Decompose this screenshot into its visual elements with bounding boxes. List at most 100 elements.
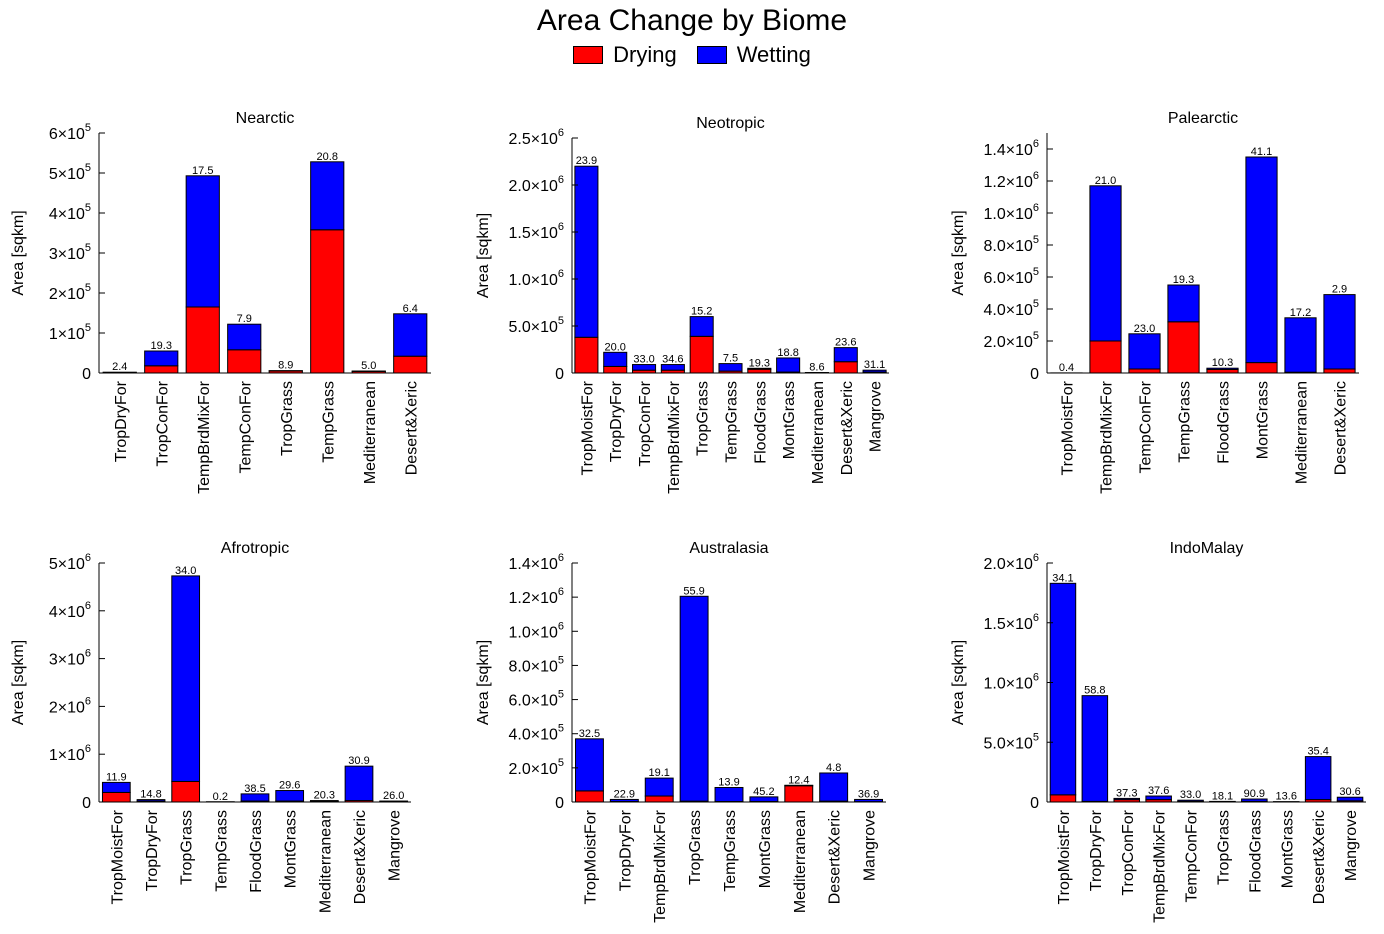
legend-item-drying: Drying xyxy=(573,42,677,68)
bar-value-label: 34.6 xyxy=(662,354,683,366)
x-tick-label: TropDryFor xyxy=(608,380,625,462)
legend-label-wetting: Wetting xyxy=(736,42,811,67)
bar-wetting xyxy=(1323,294,1356,370)
panel-palearctic: Palearctic 0.4 TropMoistFor 21.0 TempBrdMixF… xyxy=(950,110,1359,494)
y-tick-label: 0 xyxy=(82,366,91,383)
bar-drying xyxy=(310,229,345,374)
bar-value-label: 17.5 xyxy=(192,165,213,177)
bar-value-label: 55.9 xyxy=(683,585,704,597)
bar-value-label: 22.9 xyxy=(614,788,635,800)
bar-wetting xyxy=(1245,156,1278,364)
bar-value-label: 26.0 xyxy=(383,790,404,802)
bar-wetting xyxy=(136,799,166,802)
x-tick-label: Desert&Xeric xyxy=(403,381,420,475)
x-tick-label: Desert&Xeric xyxy=(827,810,844,904)
bar-value-label: 33.0 xyxy=(1180,789,1201,801)
bar-drying xyxy=(101,791,131,803)
x-tick-label: MontGrass xyxy=(757,810,774,888)
panel-title: Neotropic xyxy=(696,115,764,132)
bar-drying xyxy=(171,780,201,803)
bar-value-label: 19.1 xyxy=(649,767,670,779)
y-tick-label: 3×105 xyxy=(49,242,91,263)
y-tick-label: 2×105 xyxy=(49,282,91,303)
x-tick-label: Desert&Xeric xyxy=(839,381,856,475)
x-tick-label: TropConFor xyxy=(637,380,654,466)
bar-value-label: 5.0 xyxy=(361,360,376,372)
bar-wetting xyxy=(833,347,858,363)
bar-wetting xyxy=(718,363,743,372)
bar-value-label: 0.4 xyxy=(1059,362,1074,374)
x-tick-label: TropDryFor xyxy=(617,809,634,891)
x-tick-label: TropMoistFor xyxy=(1056,809,1073,904)
bar-value-label: 15.2 xyxy=(691,306,712,318)
bar-wetting xyxy=(1145,795,1172,801)
x-tick-label: Mangrove xyxy=(862,810,879,881)
y-tick-label: 0 xyxy=(1030,795,1039,812)
x-tick-label: Desert&Xeric xyxy=(352,810,369,904)
bar-value-label: 19.3 xyxy=(1173,274,1194,286)
bar-drying xyxy=(227,349,262,374)
bar-value-label: 34.0 xyxy=(175,565,196,577)
bar-wetting xyxy=(1167,284,1200,323)
x-tick-label: TempConFor xyxy=(237,380,254,473)
bar-value-label: 7.9 xyxy=(237,313,252,325)
bar-wetting xyxy=(747,367,772,370)
bar-value-label: 23.6 xyxy=(835,337,856,349)
bar-wetting xyxy=(574,738,604,792)
x-tick-label: TempGrass xyxy=(213,810,230,892)
bar-wetting xyxy=(749,796,779,802)
x-tick-label: TropMoistFor xyxy=(109,809,126,904)
bar-value-label: 23.9 xyxy=(576,155,597,167)
x-tick-label: Mediterranean xyxy=(1294,381,1311,484)
bar-value-label: 20.0 xyxy=(605,341,626,353)
bar-wetting xyxy=(1089,185,1122,342)
bar-wetting xyxy=(240,793,270,802)
x-tick-label: TropGrass xyxy=(695,381,712,456)
x-tick-label: TropDryFor xyxy=(144,809,161,891)
bar-wetting xyxy=(632,364,657,371)
bar-value-label: 23.0 xyxy=(1134,323,1155,335)
y-tick-label: 0 xyxy=(82,795,91,812)
bar-wetting xyxy=(679,595,709,802)
panel-title: Afrotropic xyxy=(221,540,289,557)
y-tick-label: 6×105 xyxy=(49,122,91,143)
bar-value-label: 31.1 xyxy=(864,359,885,371)
x-tick-label: TempBrdMixFor xyxy=(1099,380,1116,494)
bar-value-label: 34.1 xyxy=(1052,572,1073,584)
bar-drying xyxy=(574,790,604,803)
x-tick-label: FloodGrass xyxy=(752,381,769,464)
x-tick-label: TempBrdMixFor xyxy=(196,380,213,494)
bar-value-label: 6.4 xyxy=(403,303,418,315)
panel-title: Australasia xyxy=(689,540,768,557)
bar-value-label: 29.6 xyxy=(279,780,300,792)
x-tick-label: TropGrass xyxy=(279,381,296,456)
legend-swatch-wetting xyxy=(696,46,727,64)
x-tick-label: TempBrdMixFor xyxy=(652,809,669,923)
x-tick-label: Desert&Xeric xyxy=(1333,381,1350,475)
x-tick-label: TropConFor xyxy=(1120,809,1137,895)
x-tick-label: MontGrass xyxy=(781,381,798,459)
bar-drying xyxy=(1089,340,1122,374)
legend-item-wetting: Wetting xyxy=(696,42,811,68)
legend-swatch-drying xyxy=(573,46,604,64)
bar-wetting xyxy=(609,798,639,802)
x-tick-label: FloodGrass xyxy=(1216,381,1233,464)
bar-value-label: 37.6 xyxy=(1148,785,1169,797)
x-tick-label: Mediterranean xyxy=(792,810,809,913)
y-tick-label: 1.5×106 xyxy=(508,221,564,242)
legend: Drying Wetting xyxy=(0,42,1384,68)
x-tick-label: Mangrove xyxy=(868,381,885,452)
bar-wetting xyxy=(644,777,674,797)
bar-value-label: 2.9 xyxy=(1332,284,1347,296)
panel-afrotropic: Afrotropic 11.9 TropMoistFor 14.8 TropDryFor… xyxy=(10,540,411,913)
bar-value-label: 58.8 xyxy=(1084,685,1105,697)
bar-drying xyxy=(1245,362,1278,374)
y-tick-label: 0 xyxy=(555,795,564,812)
bar-drying xyxy=(689,335,714,374)
y-tick-label: 4.0×105 xyxy=(983,298,1039,319)
panel-title: Palearctic xyxy=(1168,110,1238,127)
y-tick-label: 2.0×106 xyxy=(983,552,1039,573)
bar-wetting xyxy=(660,364,685,371)
x-tick-label: TempBrdMixFor xyxy=(1152,809,1169,923)
panel-title: Nearctic xyxy=(236,110,295,127)
